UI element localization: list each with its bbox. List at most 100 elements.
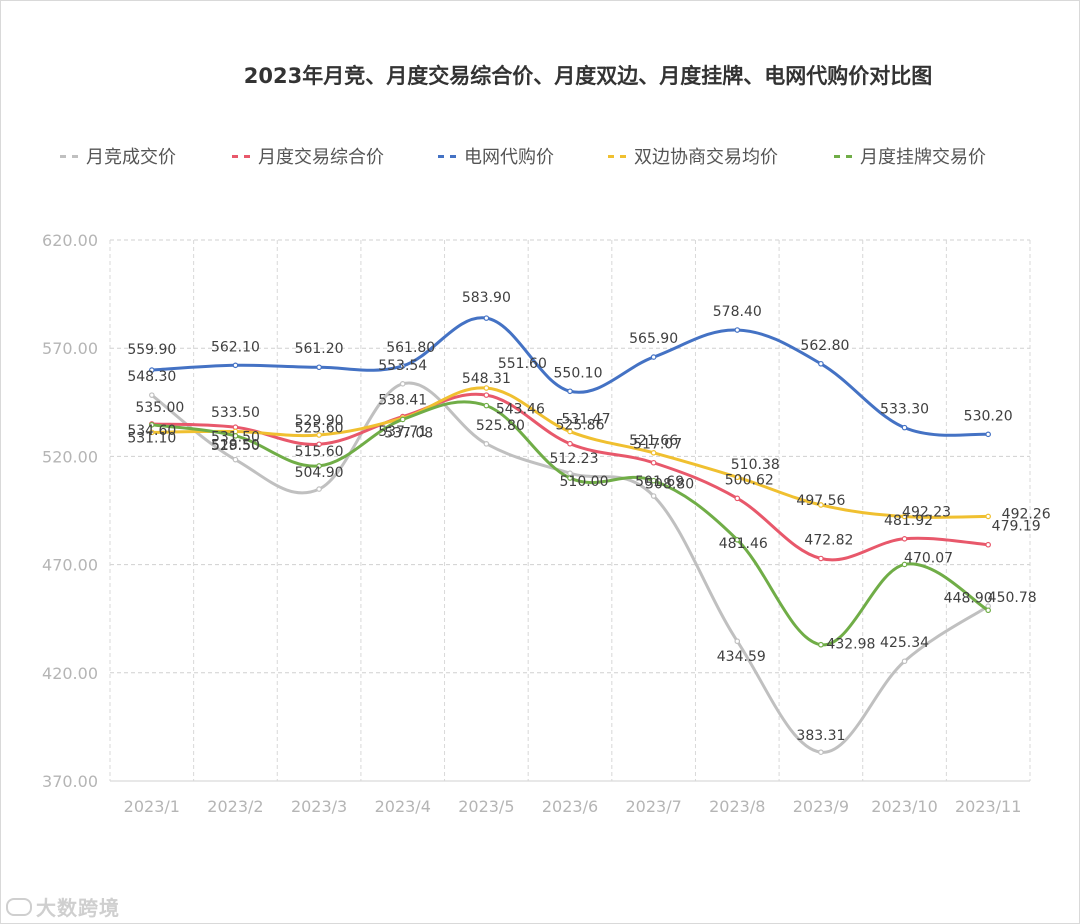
data-point [901,658,908,665]
data-point [316,441,322,448]
data-point [734,638,741,645]
data-point [650,354,657,360]
data-label: 481.92 [884,513,933,529]
data-point [316,463,322,469]
data-point [232,433,239,439]
legend-swatch-icon [608,154,626,158]
legend-item: 月竞成交价 [60,142,176,170]
y-tick-label: 370.00 [42,772,98,791]
data-label: 543.46 [496,402,545,418]
data-label: 533.30 [880,402,929,418]
data-point [483,402,490,409]
data-label: 531.50 [211,430,260,446]
watermark-text: 大数跨境 [36,896,120,920]
data-point [650,459,657,466]
data-point [567,475,573,481]
x-tick-label: 2023/8 [709,797,765,816]
data-label: 525.60 [295,420,344,436]
x-tick-label: 2023/4 [375,797,431,816]
data-label: 434.59 [717,649,766,665]
data-label: 481.46 [719,536,768,552]
data-point [149,429,155,436]
x-tick-label: 2023/2 [207,797,263,816]
data-label: 450.78 [988,590,1037,606]
x-tick-label: 2023/10 [871,797,937,816]
data-point [149,367,155,373]
legend-item: 电网代购价 [438,142,554,170]
data-point [901,513,908,520]
data-point [985,431,991,438]
chart-title: 2023年月竞、月度交易综合价、月度双边、月度挂牌、电网代购价对比图 [243,64,933,88]
legend-item: 月度交易综合价 [232,142,384,170]
data-point [149,422,155,428]
legend-label: 双边协商交易均价 [634,147,778,168]
data-label: 492.23 [902,504,951,520]
x-tick-label: 2023/6 [542,797,598,816]
legend-swatch-icon [438,154,456,158]
data-label: 529.90 [295,413,344,429]
y-tick-label: 570.00 [42,339,98,358]
data-label: 479.19 [992,519,1041,535]
x-tick-label: 2023/9 [793,797,849,816]
data-point [985,513,991,520]
legend-label: 月度挂牌交易价 [860,147,986,168]
data-label: 470.07 [904,550,953,566]
data-point [818,749,824,755]
data-label: 530.20 [964,408,1013,424]
data-point [316,364,322,371]
data-point [567,388,573,395]
data-point [734,495,741,502]
data-point [650,450,657,456]
data-label: 551.60 [498,356,547,372]
data-point [567,428,573,435]
x-tick-label: 2023/11 [955,797,1021,816]
data-label: 562.10 [211,339,260,355]
legend-label: 电网代购价 [464,147,554,168]
data-label: 515.60 [295,444,344,460]
data-label: 383.31 [796,728,845,744]
data-label: 531.47 [562,412,611,428]
data-point [734,474,741,481]
data-point [650,477,657,484]
data-label: 512.23 [550,451,599,467]
data-label: 510.38 [731,457,780,473]
x-tick-label: 2023/3 [291,797,347,816]
data-label: 548.30 [127,369,176,385]
data-label: 518.50 [211,438,260,454]
data-point [399,363,406,369]
y-tick-label: 620.00 [42,231,98,250]
data-label: 535.00 [135,400,184,416]
data-point [818,641,824,648]
data-point [567,440,573,447]
data-label: 583.90 [462,290,511,306]
data-point [483,441,490,447]
data-point [901,424,908,431]
data-point [818,502,824,508]
y-tick-label: 420.00 [42,664,98,683]
data-label: 510.00 [560,474,609,490]
data-label: 472.82 [804,532,853,548]
data-point [316,486,322,492]
data-label: 553.54 [378,358,427,374]
data-label: 559.90 [127,342,176,358]
data-label: 432.98 [826,637,875,653]
data-label: 562.80 [800,338,849,354]
data-label: 561.80 [386,340,435,356]
data-point [483,315,490,321]
data-label: 448.90 [944,590,993,606]
x-tick-label: 2023/7 [625,797,681,816]
data-label: 521.66 [629,433,678,449]
data-label: 501.69 [635,474,684,490]
data-point [985,607,991,614]
data-point [399,416,406,423]
data-point [818,555,824,562]
data-label: 537.71 [378,424,427,440]
data-point [901,561,908,568]
legend-item: 双边协商交易均价 [608,142,778,170]
data-label: 561.20 [295,341,344,357]
data-label: 525.86 [556,418,605,434]
series-line [150,400,990,647]
chart-legend: 月竞成交价 月度交易综合价 电网代购价 双边协商交易均价 月度挂牌交易价 [60,142,1050,172]
data-point [399,381,406,387]
